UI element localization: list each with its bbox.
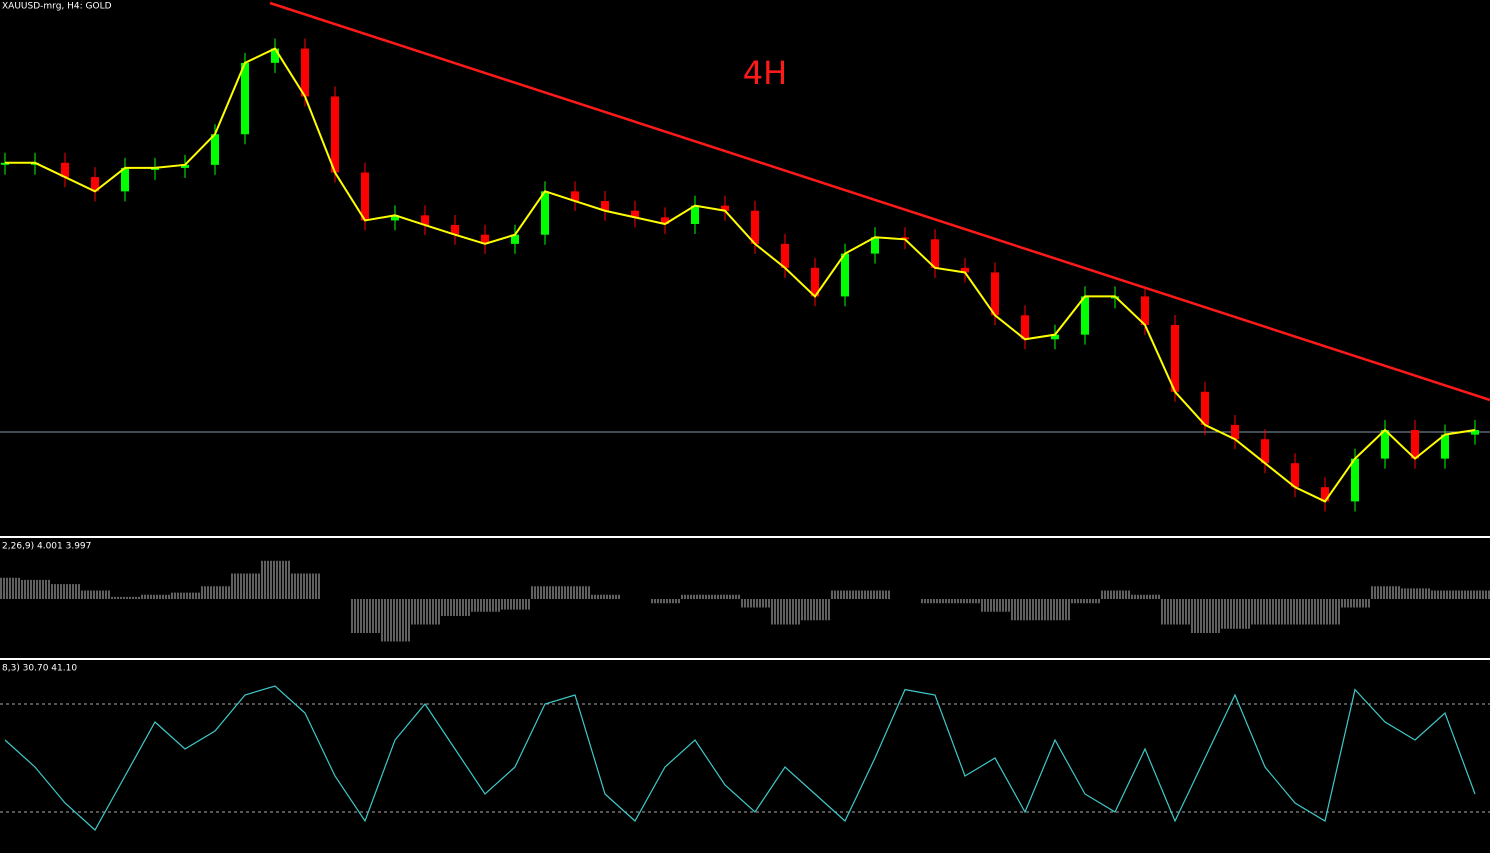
candle-body <box>211 134 219 165</box>
candle-body <box>421 215 429 226</box>
candle-body <box>1201 391 1209 425</box>
candle-body <box>301 48 309 97</box>
candle-body <box>1411 430 1419 459</box>
candle-body <box>661 217 669 224</box>
candle-body <box>481 234 489 244</box>
moving-average <box>5 47 1476 503</box>
candle-body <box>961 267 969 273</box>
candle-body <box>121 167 129 192</box>
candle-body <box>991 272 999 316</box>
candle-body <box>721 205 729 211</box>
candle-body <box>781 243 789 268</box>
candle-body <box>541 191 549 235</box>
candle-body <box>511 234 519 244</box>
candle-body <box>1141 296 1149 325</box>
candle-body <box>871 237 879 254</box>
trend-line <box>269 1 1490 402</box>
candle-body <box>1321 487 1329 502</box>
candle-body <box>751 210 759 244</box>
candle-body <box>931 239 939 268</box>
candle-body <box>331 96 339 173</box>
candle-body <box>901 237 909 240</box>
candle-body <box>1021 315 1029 340</box>
candle-body <box>1081 296 1089 335</box>
candle-body <box>841 253 849 297</box>
candle-body <box>451 225 459 235</box>
candle-body <box>691 205 699 224</box>
timeframe-annotation: 4H <box>743 54 787 92</box>
symbol-label: XAUUSD-mrg, H4: GOLD <box>2 2 112 12</box>
candle-body <box>271 48 279 63</box>
candle-body <box>1171 324 1179 392</box>
macd-label: 2,26,9) 4.001 3.997 <box>2 542 91 552</box>
candle-body <box>811 267 819 297</box>
candle-body <box>571 191 579 202</box>
candle-body <box>1351 458 1359 502</box>
candle-body <box>1441 434 1449 459</box>
candle-body <box>361 172 369 221</box>
candle-body <box>241 62 249 135</box>
candle-body <box>1231 424 1239 440</box>
candle-body <box>61 162 69 178</box>
stoch-label: 8,3) 30.70 41.10 <box>2 664 77 674</box>
candle-body <box>1381 430 1389 459</box>
candle-body <box>1471 430 1479 435</box>
candle-body <box>601 201 609 211</box>
stochastic-line <box>4 685 1476 831</box>
candle-body <box>1051 334 1059 340</box>
candle-body <box>181 164 189 168</box>
candle-body <box>391 215 399 221</box>
candle-body <box>1261 439 1269 464</box>
candle-body <box>1291 463 1299 488</box>
candle-body <box>631 210 639 218</box>
candle-body <box>91 177 99 192</box>
